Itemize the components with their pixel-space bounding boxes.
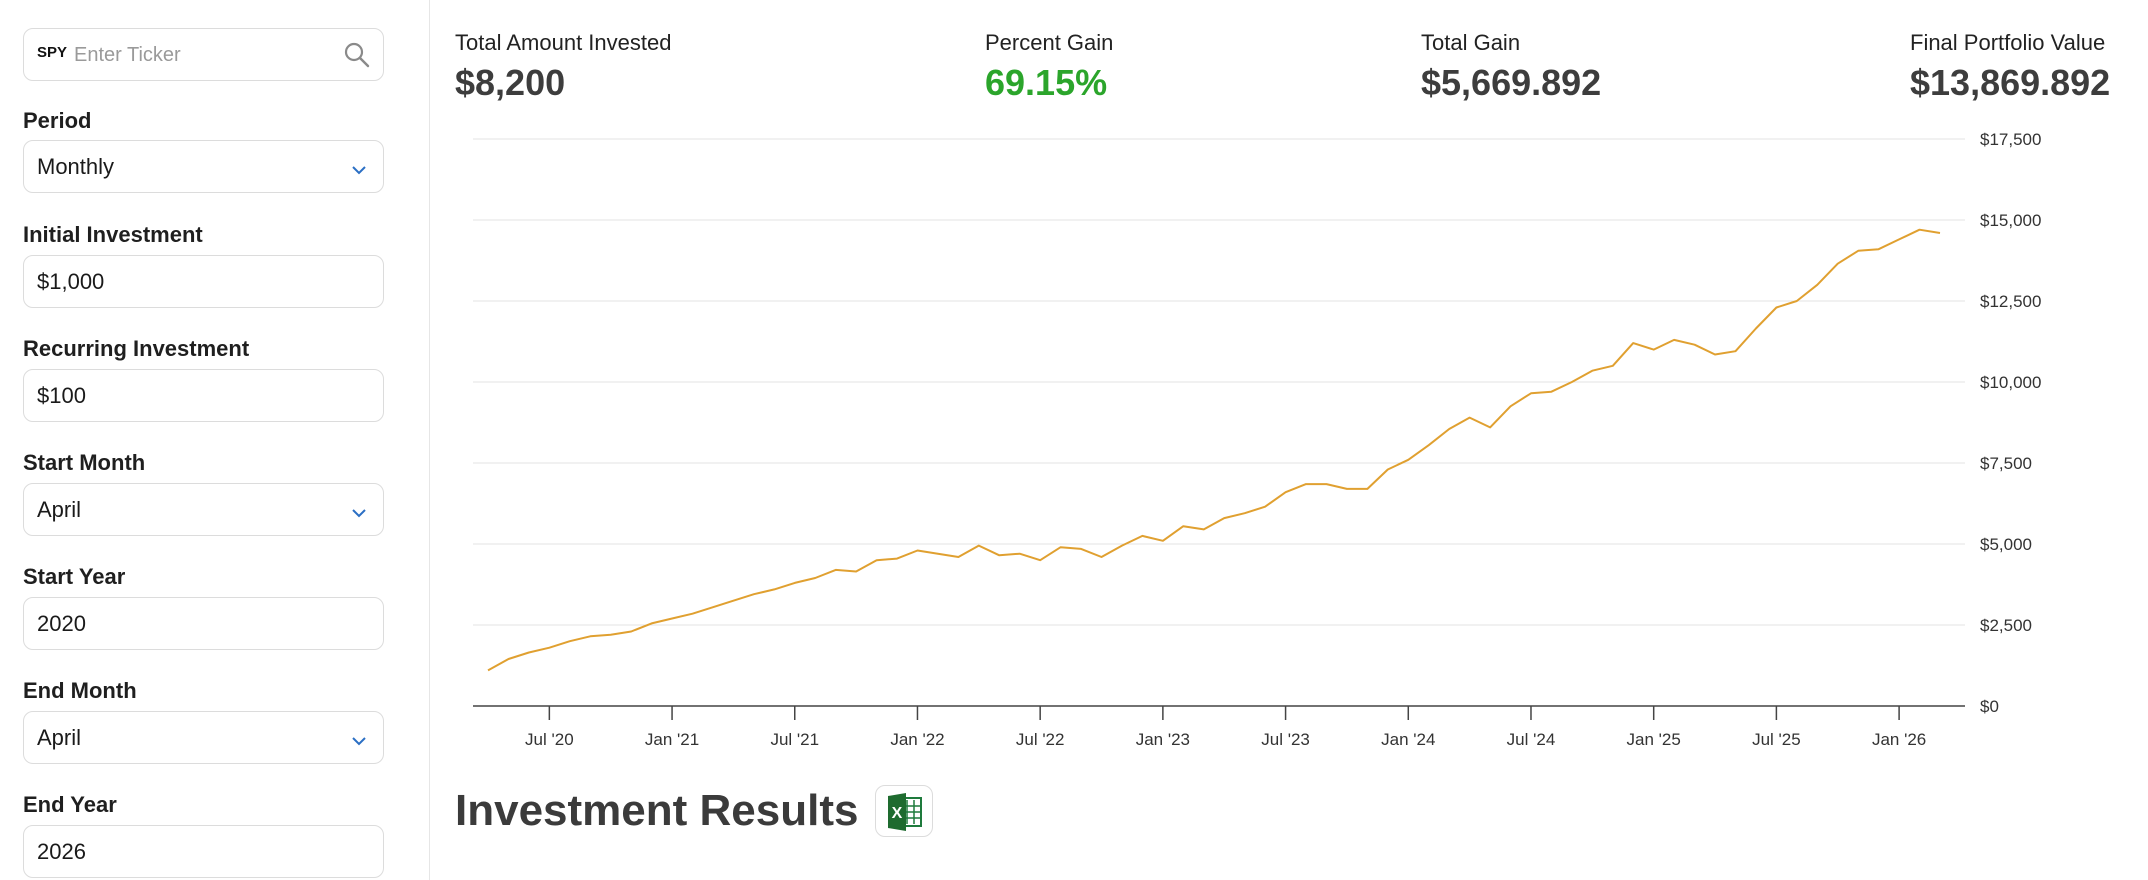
end-month-value: April [37, 725, 82, 750]
start-month-label: Start Month [23, 450, 146, 475]
stat-percent-gain-value: 69.15% [985, 62, 1108, 103]
search-icon[interactable] [343, 41, 371, 69]
chevron-down-icon [352, 166, 366, 175]
initial-investment-value: $1,000 [37, 269, 105, 294]
stat-percent-gain: Percent Gain 69.15% [985, 30, 1113, 104]
recurring-investment-label: Recurring Investment [23, 336, 250, 361]
stat-total-gain-label: Total Gain [1421, 30, 1521, 55]
end-year-label: End Year [23, 792, 117, 817]
period-value: Monthly [37, 154, 115, 179]
y-tick-label: $17,500 [1980, 130, 2041, 149]
ticker-tag: SPY [37, 44, 68, 61]
period-label: Period [23, 108, 92, 133]
y-tick-label: $2,500 [1980, 616, 2032, 635]
export-excel-button[interactable]: X [874, 785, 933, 837]
x-tick-label: Jul '24 [1507, 730, 1556, 749]
investment-results-header: Investment Results X [455, 785, 933, 841]
initial-investment-label: Initial Investment [23, 222, 203, 247]
excel-icon: X [887, 793, 922, 831]
chevron-down-icon [352, 737, 366, 746]
start-month-select[interactable]: April [23, 483, 384, 536]
x-tick-label: Jul '20 [525, 730, 574, 749]
x-tick-label: Jan '25 [1627, 730, 1681, 749]
recurring-investment-value: $100 [37, 383, 86, 408]
start-year-field[interactable]: 2020 [23, 597, 384, 650]
portfolio-chart-svg: $0 $2,500 $5,000 $7,500 $10,000 $12,500 $15,00… [473, 130, 2041, 749]
stat-final-value: Final Portfolio Value $13,869.892 [1910, 30, 2110, 104]
initial-investment-field[interactable]: $1,000 [23, 255, 384, 308]
stat-final-value-label: Final Portfolio Value [1910, 30, 2106, 55]
investment-results-title: Investment Results [455, 786, 859, 835]
portfolio-value-line [487, 228, 1941, 672]
portfolio-chart: $0 $2,500 $5,000 $7,500 $10,000 $12,500 $15,00… [440, 118, 2140, 758]
stat-percent-gain-label: Percent Gain [985, 30, 1114, 55]
y-tick-label: $0 [1980, 697, 1999, 716]
end-month-label: End Month [23, 678, 137, 703]
stat-total-gain-value: $5,669.892 [1421, 62, 1602, 103]
end-year-field[interactable]: 2026 [23, 825, 384, 878]
stat-total-gain: Total Gain $5,669.892 [1421, 30, 1601, 104]
y-tick-label: $5,000 [1980, 535, 2032, 554]
x-tick-label: Jul '25 [1752, 730, 1801, 749]
ticker-input[interactable] [74, 39, 324, 71]
period-select[interactable]: Monthly [23, 140, 384, 193]
ticker-search-field[interactable]: SPY [23, 28, 384, 81]
x-tick-label: Jul '21 [770, 730, 819, 749]
x-tick-label: Jan '26 [1872, 730, 1926, 749]
stat-total-invested-label: Total Amount Invested [455, 30, 672, 55]
y-tick-label: $12,500 [1980, 292, 2041, 311]
x-tick-label: Jan '24 [1381, 730, 1435, 749]
x-tick-label: Jan '23 [1136, 730, 1190, 749]
end-month-select[interactable]: April [23, 711, 384, 764]
y-tick-label: $7,500 [1980, 454, 2032, 473]
x-tick-label: Jan '21 [645, 730, 699, 749]
sidebar: SPY Period Monthly Initial Investment $1… [0, 0, 430, 880]
chevron-down-icon [352, 509, 366, 518]
start-year-value: 2020 [37, 611, 86, 636]
end-year-value: 2026 [37, 839, 86, 864]
x-tick-label: Jul '23 [1261, 730, 1310, 749]
x-tick-label: Jan '22 [890, 730, 944, 749]
stat-total-invested-value: $8,200 [455, 62, 566, 103]
start-month-value: April [37, 497, 82, 522]
recurring-investment-field[interactable]: $100 [23, 369, 384, 422]
y-tick-label: $15,000 [1980, 211, 2041, 230]
x-tick-label: Jul '22 [1016, 730, 1065, 749]
svg-text:X: X [892, 805, 903, 822]
stat-total-invested: Total Amount Invested $8,200 [455, 30, 671, 104]
y-tick-label: $10,000 [1980, 373, 2041, 392]
stat-final-value-value: $13,869.892 [1910, 62, 2111, 103]
start-year-label: Start Year [23, 564, 126, 589]
